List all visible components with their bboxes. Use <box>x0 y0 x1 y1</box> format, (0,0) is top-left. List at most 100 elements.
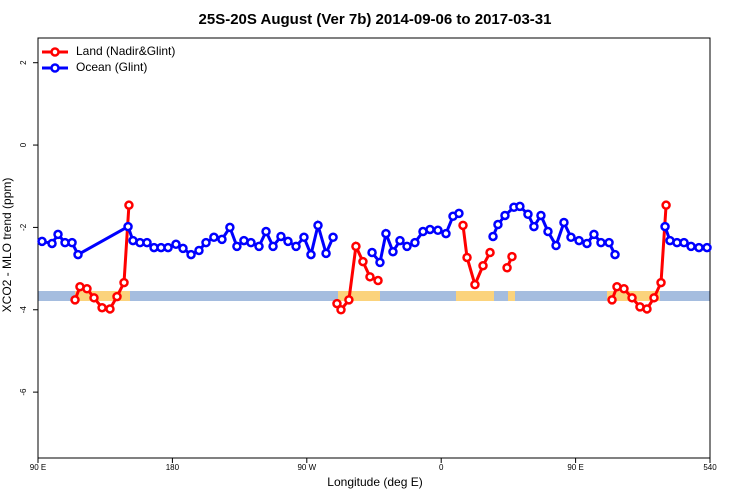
data-point <box>217 234 227 245</box>
data-point <box>458 220 468 231</box>
data-point <box>402 241 412 252</box>
data-point <box>529 221 539 232</box>
data-point <box>246 237 256 248</box>
data-point <box>642 304 652 314</box>
data-point <box>321 248 331 259</box>
data-point <box>686 241 696 252</box>
data-point <box>82 284 92 294</box>
data-point <box>332 298 342 309</box>
data-point <box>344 295 354 305</box>
y-axis-label: XCO2 - MLO trend (ppm) <box>0 178 14 313</box>
data-point <box>559 217 569 228</box>
data-point <box>225 222 235 233</box>
y-tick-label: -2 <box>19 223 28 231</box>
data-point <box>433 225 443 236</box>
data-point <box>661 200 671 210</box>
data-point <box>171 239 181 250</box>
data-point <box>367 247 377 258</box>
data-point <box>97 302 107 313</box>
data-point <box>105 304 115 314</box>
chart-title: 25S-20S August (Ver 7b) 2014-09-06 to 20… <box>199 11 552 28</box>
data-point <box>70 295 80 305</box>
data-point <box>607 295 617 305</box>
data-point <box>142 237 152 248</box>
data-point <box>507 251 517 262</box>
data-point <box>679 237 689 248</box>
data-point <box>283 236 293 247</box>
data-point <box>388 246 398 257</box>
data-point <box>124 200 134 210</box>
data-point <box>441 228 451 239</box>
data-point <box>209 232 219 243</box>
y-tick-label: 2 <box>19 60 28 65</box>
x-tick-label: 180 <box>166 463 180 472</box>
legend-marker <box>50 47 60 57</box>
data-point <box>254 241 264 252</box>
y-tick-label: -6 <box>19 388 28 396</box>
data-point <box>328 232 338 243</box>
data-point <box>276 231 286 242</box>
data-point <box>610 249 620 260</box>
data-point <box>365 272 375 282</box>
data-point <box>373 275 383 286</box>
data-point <box>381 228 391 239</box>
data-point <box>566 232 576 243</box>
y-tick-label: 0 <box>19 142 28 147</box>
data-point <box>462 252 472 263</box>
data-point <box>37 236 47 247</box>
data-point <box>493 219 503 230</box>
y-tick-label: -4 <box>19 306 28 314</box>
data-point <box>112 291 122 302</box>
x-tick-label: 0 <box>439 463 444 472</box>
data-point <box>89 293 99 303</box>
plot-frame <box>37 37 711 459</box>
data-point <box>702 242 712 253</box>
data-point <box>596 237 606 248</box>
x-axis-label: Longitude (deg E) <box>327 475 422 489</box>
x-tick-label: 90 E <box>567 463 583 472</box>
data-point <box>502 263 512 273</box>
data-point <box>515 201 525 212</box>
data-point <box>410 237 420 248</box>
data-point <box>395 235 405 246</box>
data-point <box>500 210 510 221</box>
data-point <box>299 232 309 243</box>
data-point <box>543 226 553 237</box>
data-point <box>163 242 173 253</box>
legend-label: Land (Nadir&Glint) <box>76 44 175 58</box>
data-point <box>574 235 584 246</box>
data-point <box>454 208 464 219</box>
data-point <box>186 249 196 260</box>
data-point <box>313 220 323 231</box>
legend-marker <box>50 63 60 73</box>
data-point <box>589 229 599 240</box>
data-point <box>470 279 480 290</box>
data-point <box>523 209 533 219</box>
x-tick-label: 540 <box>703 463 717 472</box>
data-point <box>73 249 83 260</box>
data-point <box>358 256 368 267</box>
data-point <box>488 231 498 242</box>
data-point <box>619 284 629 294</box>
data-point <box>694 242 704 253</box>
data-point <box>604 237 614 248</box>
data-point <box>261 226 271 237</box>
data-point <box>53 229 63 240</box>
data-point <box>232 241 242 252</box>
data-point <box>536 210 546 221</box>
data-point <box>660 221 670 232</box>
legend-label: Ocean (Glint) <box>76 60 147 74</box>
data-point <box>119 277 129 288</box>
data-point <box>268 241 278 252</box>
x-tick-label: 90 W <box>297 463 316 472</box>
data-point <box>351 241 361 252</box>
data-point <box>123 221 133 232</box>
data-point <box>201 237 211 248</box>
data-point <box>649 293 659 303</box>
data-point <box>336 305 346 315</box>
data-point <box>485 247 495 258</box>
data-point <box>478 260 488 271</box>
data-point <box>178 243 188 254</box>
data-point <box>582 238 592 249</box>
